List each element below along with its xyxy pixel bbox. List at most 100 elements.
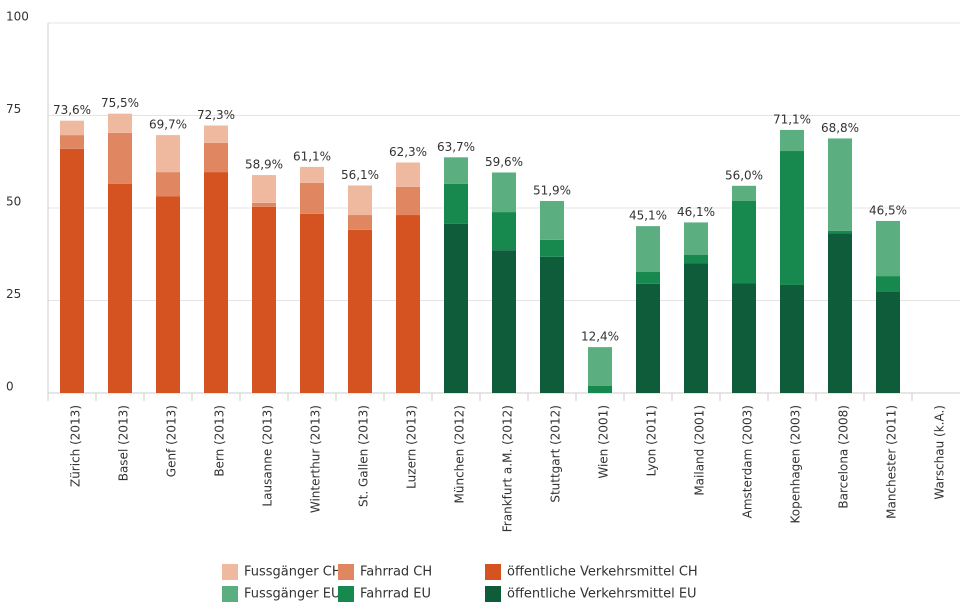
legend-swatch xyxy=(222,586,238,602)
bar-segment xyxy=(300,213,324,393)
bar-segment xyxy=(60,135,84,149)
y-tick-label: 50 xyxy=(6,195,21,209)
bar-segment xyxy=(684,222,708,255)
bar-segment xyxy=(156,135,180,173)
bar-segment xyxy=(60,120,84,136)
bar-segment xyxy=(252,206,276,393)
total-label: 56,0% xyxy=(725,168,763,182)
bar-segment xyxy=(636,272,660,284)
total-label: 71,1% xyxy=(773,112,811,126)
bar-segment xyxy=(204,172,228,393)
x-tick-label: München (2012) xyxy=(453,405,467,503)
x-tick-label: Frankfurt a.M. (2012) xyxy=(501,405,515,532)
bar-segment xyxy=(300,182,324,214)
bar-segment xyxy=(732,200,756,284)
bar-segment xyxy=(684,263,708,393)
bar-segment xyxy=(444,157,468,184)
total-label: 45,1% xyxy=(629,209,667,223)
bar-segment xyxy=(300,166,324,183)
bar-segment xyxy=(348,185,372,216)
x-tick-label: St. Gallen (2013) xyxy=(357,405,371,507)
bar-segment xyxy=(204,125,228,143)
total-label: 69,7% xyxy=(149,118,187,132)
x-tick-label: Wien (2001) xyxy=(597,405,611,479)
bar-segment xyxy=(396,162,420,187)
bar-segment xyxy=(684,254,708,264)
bar-segment xyxy=(492,212,516,251)
legend-swatch xyxy=(338,564,354,580)
x-tick-label: Bern (2013) xyxy=(213,405,227,477)
x-tick-label: Manchester (2011) xyxy=(885,405,899,519)
y-tick-label: 0 xyxy=(6,380,14,394)
x-tick-label: Stuttgart (2012) xyxy=(549,405,563,503)
total-label: 58,9% xyxy=(245,158,283,172)
x-tick-label: Kopenhagen (2003) xyxy=(789,405,803,524)
bar-segment xyxy=(348,229,372,393)
bar-segment xyxy=(156,172,180,197)
bar-segment xyxy=(780,129,804,152)
bar-segment xyxy=(252,175,276,203)
total-label: 62,3% xyxy=(389,145,427,159)
bar-segment xyxy=(588,347,612,386)
bar-segment xyxy=(732,283,756,393)
total-label: 61,1% xyxy=(293,149,331,163)
x-tick-label: Lausanne (2013) xyxy=(261,405,275,507)
bar-segment xyxy=(444,223,468,393)
bar-segment xyxy=(156,196,180,393)
bar-segment xyxy=(108,183,132,393)
bar-segment xyxy=(588,385,612,393)
x-tick-label: Luzern (2013) xyxy=(405,405,419,489)
bar-segment xyxy=(396,186,420,216)
x-tick-label: Warschau (k.A.) xyxy=(933,405,947,500)
bar-segment xyxy=(492,172,516,213)
x-tick-label: Genf (2013) xyxy=(165,405,179,477)
bar-segment xyxy=(780,284,804,393)
total-label: 75,5% xyxy=(101,96,139,110)
bar-segment xyxy=(828,138,852,231)
x-tick-label: Mailand (2001) xyxy=(693,405,707,496)
bar-segment xyxy=(252,202,276,207)
bar-segment xyxy=(780,151,804,285)
bar-segment xyxy=(876,220,900,277)
legend-swatch xyxy=(485,586,501,602)
bar-segment xyxy=(444,183,468,224)
total-label: 73,6% xyxy=(53,103,91,117)
bar-segment xyxy=(108,113,132,133)
total-label: 56,1% xyxy=(341,168,379,182)
bar-segment xyxy=(876,291,900,393)
legend-swatch xyxy=(222,564,238,580)
legend-label: Fussgänger EU xyxy=(244,587,340,602)
total-label: 68,8% xyxy=(821,121,859,135)
bar-segment xyxy=(828,230,852,234)
total-label: 46,1% xyxy=(677,205,715,219)
bar-segment xyxy=(204,142,228,173)
x-tick-label: Barcelona (2008) xyxy=(837,405,851,509)
total-label: 72,3% xyxy=(197,108,235,122)
total-label: 63,7% xyxy=(437,140,475,154)
total-label: 12,4% xyxy=(581,330,619,344)
bar-segment xyxy=(60,148,84,393)
bar-segment xyxy=(540,256,564,393)
bar-segment xyxy=(396,215,420,393)
legend-label: Fahrrad CH xyxy=(360,565,432,580)
y-tick-label: 100 xyxy=(6,10,29,24)
y-tick-label: 25 xyxy=(6,287,21,301)
legend-label: öffentliche Verkehrsmittel EU xyxy=(507,587,697,602)
x-tick-label: Lyon (2011) xyxy=(645,405,659,476)
x-tick-label: Amsterdam (2003) xyxy=(741,405,755,518)
bar-segment xyxy=(108,132,132,184)
x-tick-label: Zürich (2013) xyxy=(69,405,83,487)
legend-swatch xyxy=(485,564,501,580)
bar-segment xyxy=(348,215,372,230)
legend-label: öffentliche Verkehrsmittel CH xyxy=(507,565,698,580)
total-label: 46,5% xyxy=(869,203,907,217)
legend-label: Fussgänger CH xyxy=(244,565,342,580)
bar-segment xyxy=(876,276,900,292)
bar-segment xyxy=(636,226,660,273)
total-label: 59,6% xyxy=(485,155,523,169)
bar-segment xyxy=(636,283,660,393)
legend-swatch xyxy=(338,586,354,602)
bar-segment xyxy=(540,200,564,240)
bar-segment xyxy=(492,250,516,393)
